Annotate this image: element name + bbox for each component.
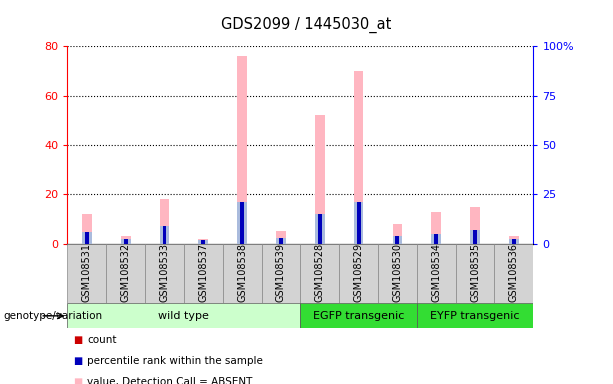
Bar (354, 71, 364, 244)
Bar (145, 244, 184, 303)
Bar (276, 238, 286, 244)
Bar (432, 234, 441, 244)
Bar (121, 239, 131, 244)
Bar (509, 237, 519, 244)
Bar (279, 243, 283, 244)
Bar (82, 232, 92, 244)
Text: GSM108536: GSM108536 (509, 243, 519, 302)
Bar (67, 303, 300, 328)
Bar (470, 207, 480, 244)
Text: GSM108529: GSM108529 (354, 243, 364, 302)
Text: EYFP transgenic: EYFP transgenic (430, 311, 520, 321)
Bar (392, 224, 402, 244)
Bar (512, 239, 516, 244)
Bar (223, 244, 262, 303)
Bar (237, 56, 247, 244)
Bar (318, 214, 322, 244)
Text: GSM108534: GSM108534 (432, 243, 441, 302)
Text: GSM108533: GSM108533 (159, 243, 169, 302)
Bar (67, 244, 106, 303)
Bar (82, 214, 92, 244)
Text: GSM108535: GSM108535 (470, 243, 480, 302)
Bar (106, 244, 145, 303)
Bar (159, 199, 169, 244)
Text: GSM108537: GSM108537 (199, 243, 208, 302)
Text: EGFP transgenic: EGFP transgenic (313, 311, 405, 321)
Bar (315, 214, 325, 244)
Bar (455, 244, 495, 303)
Text: GSM108531: GSM108531 (82, 243, 92, 302)
Text: ■: ■ (74, 356, 83, 366)
Text: GSM108528: GSM108528 (315, 243, 325, 302)
Text: GSM108538: GSM108538 (237, 243, 247, 302)
Bar (318, 240, 322, 244)
Bar (240, 240, 244, 244)
Bar (378, 244, 417, 303)
Bar (395, 236, 399, 244)
Bar (201, 240, 205, 244)
Text: wild type: wild type (159, 311, 209, 321)
Text: GDS2099 / 1445030_at: GDS2099 / 1445030_at (221, 17, 392, 33)
Bar (184, 244, 223, 303)
Text: GSM108530: GSM108530 (392, 243, 402, 302)
Text: genotype/variation: genotype/variation (3, 311, 102, 321)
Bar (473, 243, 477, 244)
Text: percentile rank within the sample: percentile rank within the sample (87, 356, 263, 366)
Bar (417, 244, 455, 303)
Bar (495, 244, 533, 303)
Bar (315, 115, 325, 244)
Bar (262, 244, 300, 303)
Bar (300, 244, 339, 303)
Bar (85, 240, 89, 244)
Bar (434, 243, 438, 244)
Text: count: count (87, 335, 116, 345)
Bar (473, 230, 477, 244)
Bar (199, 239, 208, 244)
Bar (121, 237, 131, 244)
Bar (201, 243, 205, 244)
Bar (470, 230, 480, 244)
Bar (357, 202, 360, 244)
Bar (434, 234, 438, 244)
Bar (124, 243, 128, 244)
Bar (159, 226, 169, 244)
Text: GSM108539: GSM108539 (276, 243, 286, 302)
Bar (124, 239, 128, 244)
Bar (354, 202, 364, 244)
Bar (395, 243, 399, 244)
Bar (240, 202, 244, 244)
Bar (162, 240, 166, 244)
Bar (339, 244, 378, 303)
Text: ■: ■ (74, 335, 83, 345)
Bar (276, 232, 286, 244)
Bar (300, 303, 417, 328)
Bar (279, 238, 283, 244)
Bar (357, 240, 360, 244)
Bar (162, 226, 166, 244)
Text: GSM108532: GSM108532 (121, 243, 131, 302)
Bar (85, 232, 89, 244)
Bar (417, 303, 533, 328)
Text: value, Detection Call = ABSENT: value, Detection Call = ABSENT (87, 377, 253, 384)
Bar (392, 236, 402, 244)
Text: ■: ■ (74, 377, 83, 384)
Bar (509, 239, 519, 244)
Bar (237, 202, 247, 244)
Bar (432, 212, 441, 244)
Bar (199, 240, 208, 244)
Bar (512, 243, 516, 244)
